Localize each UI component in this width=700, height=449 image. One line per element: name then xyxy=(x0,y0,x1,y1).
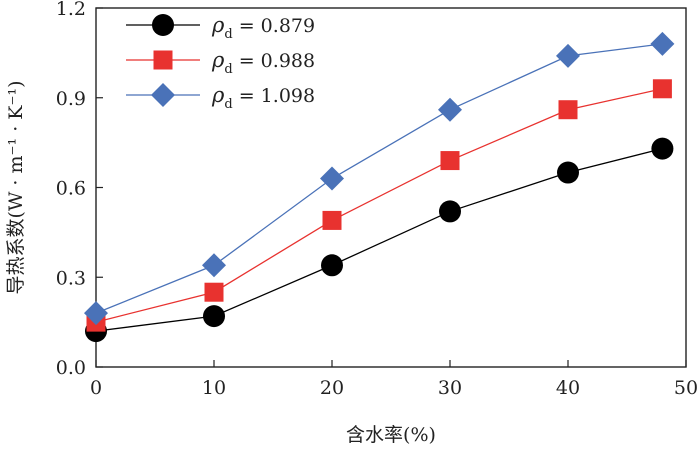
legend-label: ρd = 0.988 xyxy=(211,48,315,77)
plot-border xyxy=(95,7,687,368)
x-axis-ticks: 0 10 20 30 40 50 xyxy=(90,360,698,399)
series-1 xyxy=(85,137,674,343)
y-tick-label: 1.2 xyxy=(56,0,86,20)
legend-symbol: ρ xyxy=(211,48,225,72)
data-point xyxy=(438,97,462,122)
series-line xyxy=(95,43,663,314)
legend-label: ρd = 0.879 xyxy=(211,13,315,42)
y-tick-label: 0.9 xyxy=(56,88,86,110)
legend-subscript: d xyxy=(224,62,232,77)
legend-subscript: d xyxy=(224,27,232,42)
x-axis-title: 含水率(%) xyxy=(346,424,436,446)
y-tick-label: 0.6 xyxy=(56,178,86,200)
x-tick-label: 20 xyxy=(320,377,344,399)
legend-value: = 0.879 xyxy=(233,15,315,37)
legend-marker xyxy=(152,14,174,36)
data-point xyxy=(202,253,226,278)
x-tick-label: 50 xyxy=(674,377,698,399)
data-point xyxy=(84,301,108,326)
legend-subscript: d xyxy=(224,97,232,112)
data-point xyxy=(652,79,672,99)
plot-frame xyxy=(95,7,687,368)
data-point xyxy=(557,161,579,184)
data-point xyxy=(650,31,675,56)
legend-item: ρd = 0.988 xyxy=(126,48,315,77)
series-line xyxy=(95,88,663,323)
x-tick-label: 30 xyxy=(438,377,462,399)
data-point xyxy=(556,43,580,68)
y-tick-label: 0.3 xyxy=(56,267,86,289)
data-point xyxy=(322,210,342,230)
data-point xyxy=(440,151,460,171)
legend-value: = 1.098 xyxy=(233,85,315,107)
data-point xyxy=(203,305,225,328)
y-tick-label: 0.0 xyxy=(56,357,86,379)
legend-marker xyxy=(151,83,175,107)
data-point xyxy=(558,100,578,120)
data-point xyxy=(651,137,674,160)
data-point xyxy=(204,282,224,302)
legend-value: = 0.988 xyxy=(233,50,315,72)
y-axis-ticks: 0.0 0.3 0.6 0.9 1.2 xyxy=(56,0,103,379)
legend-label: ρd = 1.098 xyxy=(211,83,315,112)
legend-item: ρd = 0.879 xyxy=(126,13,315,42)
y-axis-title: 导热系数(W · m⁻¹ · K⁻¹) xyxy=(5,80,27,294)
x-tick-label: 0 xyxy=(90,377,102,399)
data-point xyxy=(439,200,461,223)
series-2 xyxy=(86,79,672,332)
x-tick-label: 40 xyxy=(556,377,580,399)
series-line xyxy=(95,147,663,332)
x-tick-label: 10 xyxy=(202,377,226,399)
data-point xyxy=(321,254,343,277)
legend-marker xyxy=(153,50,173,70)
data-point xyxy=(320,166,344,191)
legend-symbol: ρ xyxy=(211,83,225,107)
series-3 xyxy=(84,31,675,326)
legend-symbol: ρ xyxy=(211,13,225,37)
legend-item: ρd = 1.098 xyxy=(126,83,315,112)
series-layer xyxy=(84,31,675,343)
